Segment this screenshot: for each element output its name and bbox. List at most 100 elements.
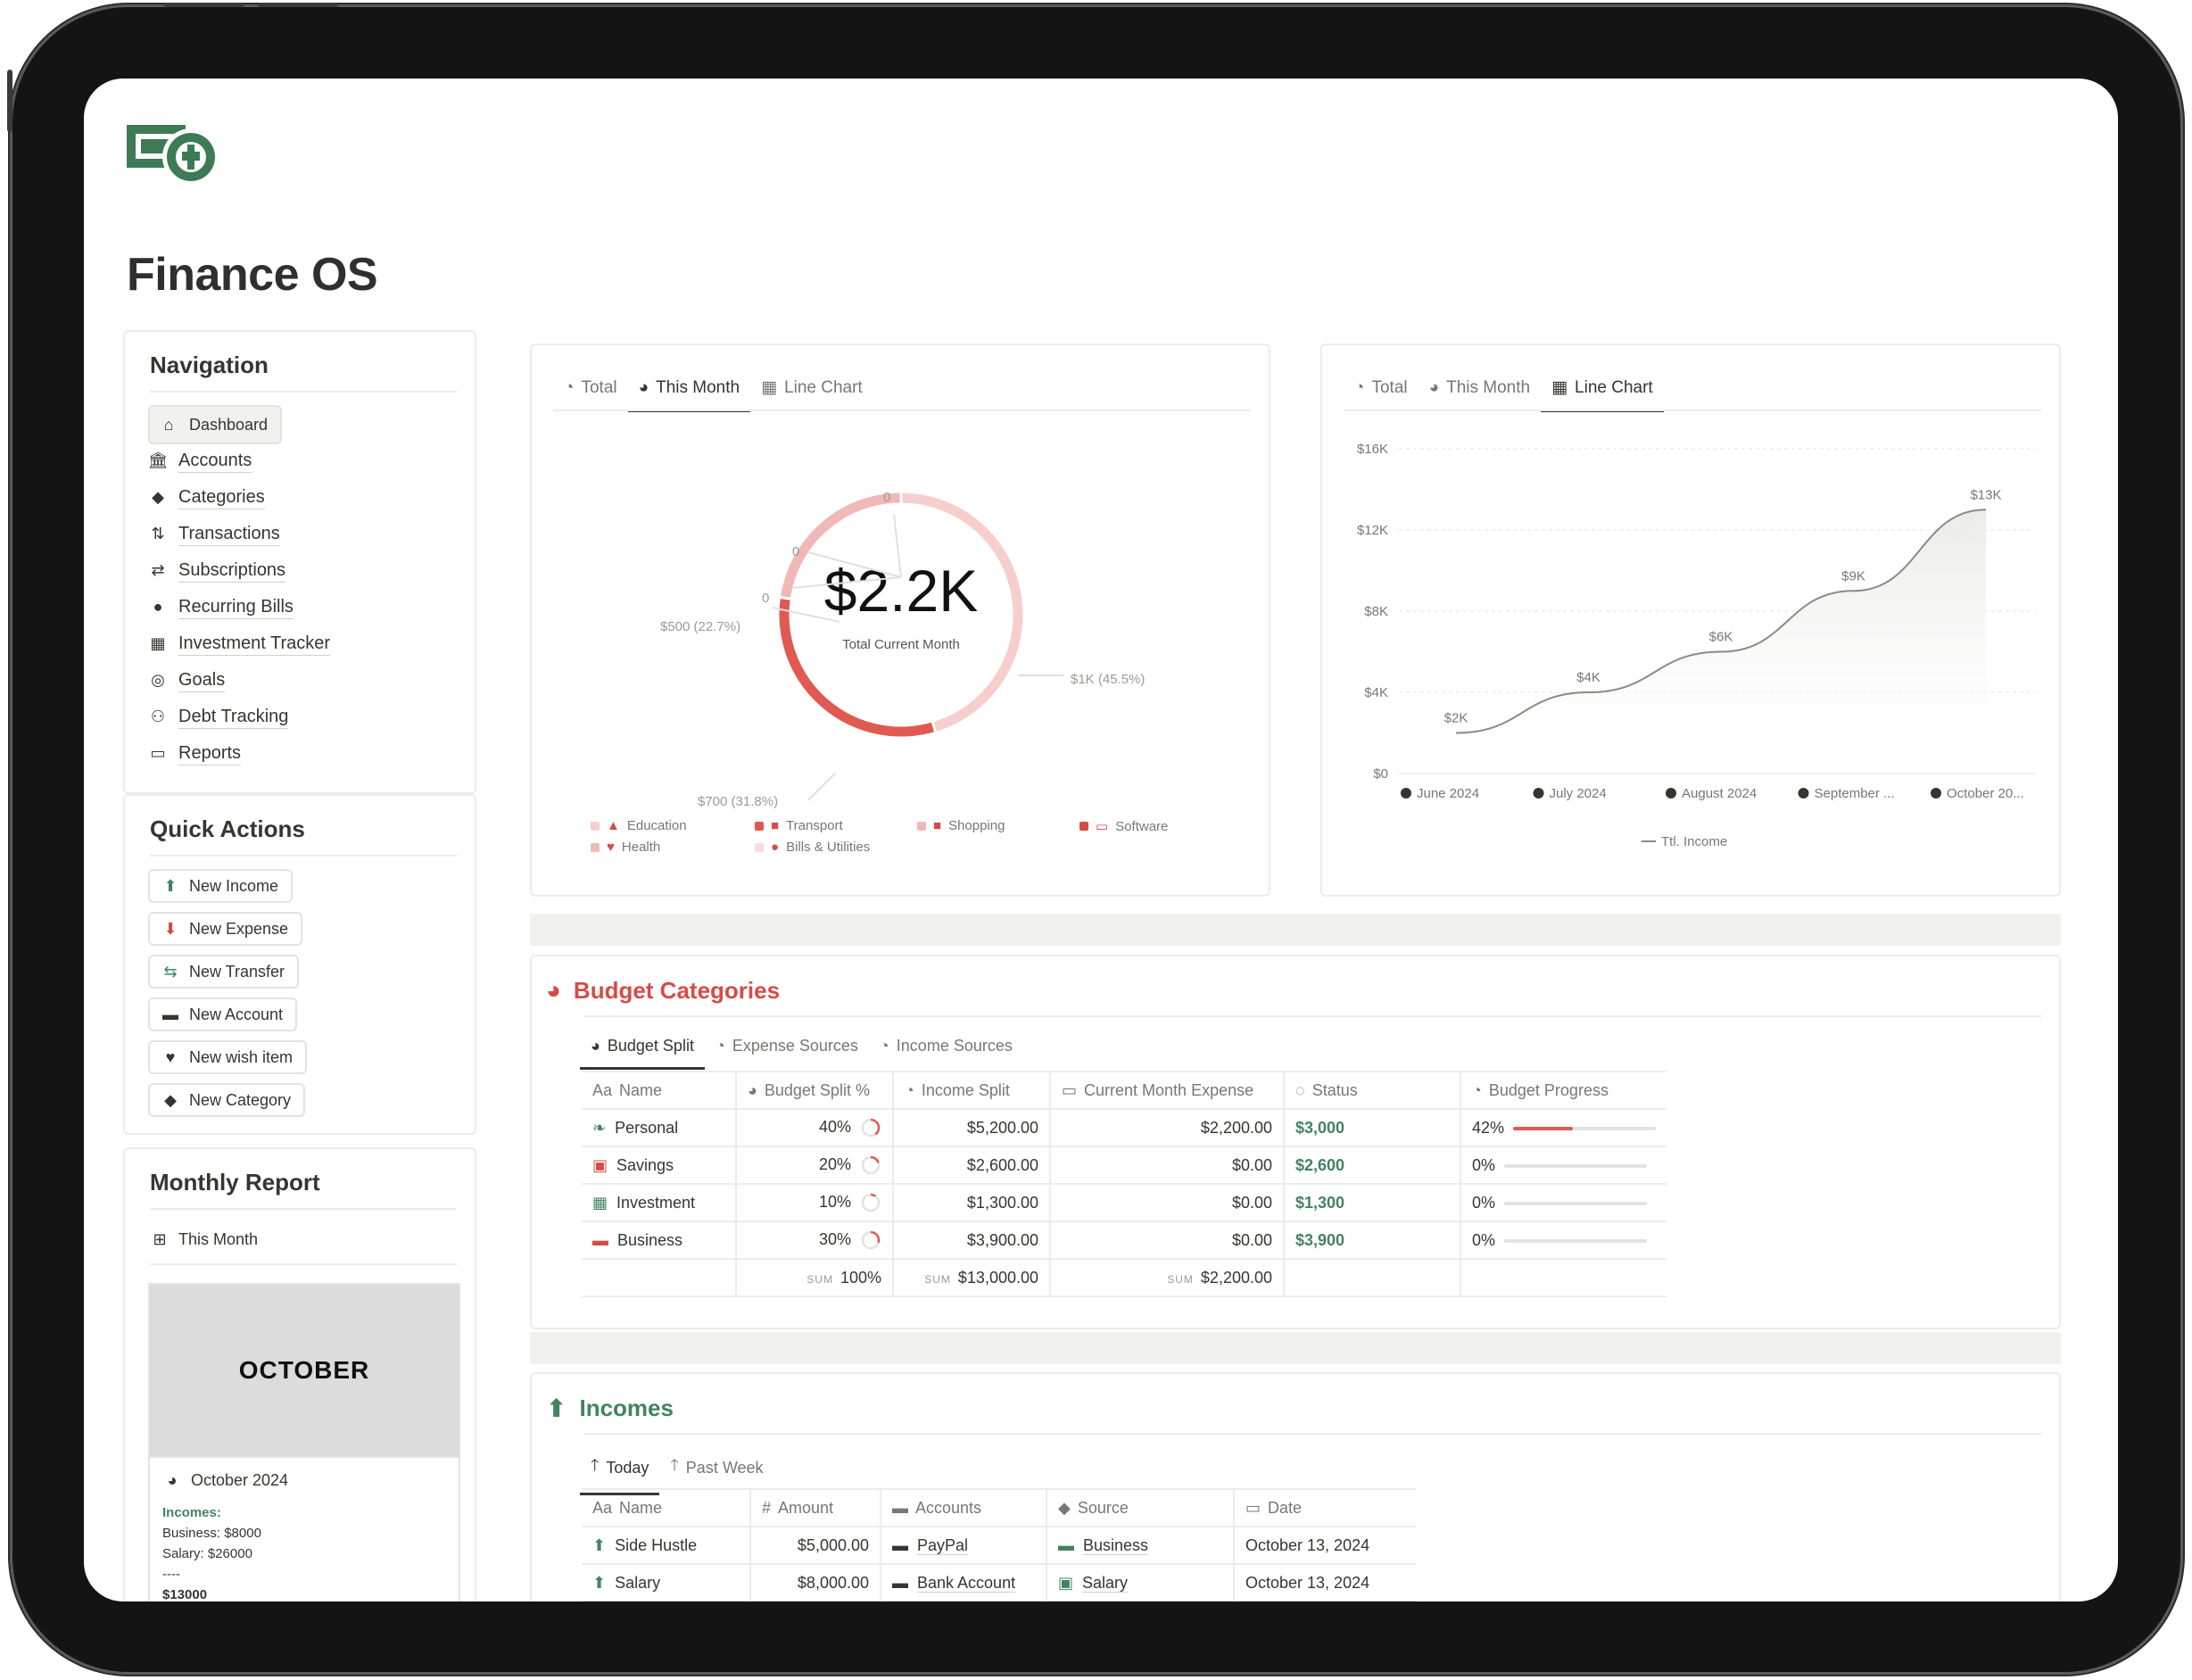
account-link[interactable]: PayPal	[917, 1535, 969, 1555]
status-cell[interactable]: $1,300	[1284, 1184, 1461, 1222]
status-cell[interactable]: $3,900	[1284, 1221, 1461, 1260]
tab-past-week[interactable]: 🡑 Past Week	[659, 1454, 773, 1494]
name-cell[interactable]: ▣ Savings	[582, 1146, 737, 1185]
line-chart[interactable]: $0 $4K $8K $12K $16K $2K June 2024 $4K July 2024…	[1322, 417, 2059, 881]
split-cell[interactable]: 30%	[736, 1221, 894, 1260]
table-row[interactable]: ⬆ Side Hustle $5,000.00 ▬ PayPal ▬ Business…	[582, 1527, 1417, 1565]
new-category-button[interactable]: ◆ New Category	[148, 1083, 306, 1117]
new-expense-button[interactable]: ⬇ New Expense	[148, 912, 303, 946]
new-income-button[interactable]: ⬆ New Income	[148, 869, 294, 903]
status-cell[interactable]: $3,000	[1284, 1109, 1461, 1147]
split-cell[interactable]: 10%	[736, 1184, 894, 1222]
donut-chart[interactable]: $2.2K Total Current Month 0 0 0 $500 (22…	[532, 417, 1269, 809]
amount-cell[interactable]: $8,000.00	[750, 1564, 881, 1601]
target-icon: ◎	[151, 670, 165, 689]
report-line: Incomes:	[162, 1505, 221, 1520]
progress-value: 42%	[1472, 1118, 1505, 1137]
sidebar-item-label: Dashboard	[189, 416, 269, 434]
sidebar-item-accounts[interactable]: 🏛 Accounts	[148, 443, 252, 478]
sidebar-item-dashboard[interactable]: ⌂ Dashboard	[148, 405, 283, 444]
expense-cell[interactable]: $0.00	[1050, 1184, 1285, 1222]
data-label: $2K	[1444, 711, 1468, 726]
expense-cell[interactable]: $2,200.00	[1050, 1109, 1285, 1147]
progress-cell[interactable]: 0%	[1460, 1146, 1667, 1185]
sidebar-item-subscriptions[interactable]: ⇄ Subscriptions	[148, 552, 286, 588]
table-row[interactable]: ▬ Business 30% $3,900.00 $0.00 $3,900 0%	[582, 1221, 1667, 1260]
sidebar-item-categories[interactable]: ◆ Categories	[148, 479, 265, 515]
tab-budget-split[interactable]: ◕ Budget Split	[580, 1037, 705, 1070]
donut-slice[interactable]	[777, 490, 903, 601]
series-line[interactable]	[1455, 509, 1987, 734]
new-account-button[interactable]: ▬ New Account	[148, 997, 298, 1031]
report-cover[interactable]: OCTOBER	[148, 1283, 460, 1458]
account-cell[interactable]: ▬ PayPal	[881, 1527, 1047, 1565]
column-header-progress[interactable]: ◔ Budget Progress	[1460, 1071, 1667, 1110]
gallery-view-tab[interactable]: ⊞ This Month	[150, 1229, 258, 1249]
tab-total[interactable]: ◔ Total	[553, 377, 628, 410]
gallery-icon: ⊞	[153, 1229, 167, 1248]
source-cell[interactable]: ▬ Business	[1046, 1527, 1235, 1565]
tab-income-sources[interactable]: ◔ Income Sources	[869, 1037, 1023, 1068]
date-cell[interactable]: October 13, 2024	[1234, 1564, 1417, 1601]
table-row[interactable]: ❧ Personal 40% $5,200.00 $2,200.00 $3,000…	[582, 1109, 1667, 1147]
column-header-income-split[interactable]: ◔ Income Split	[893, 1071, 1051, 1110]
tab-divider	[553, 410, 1251, 411]
split-cell[interactable]: 40%	[736, 1109, 894, 1147]
source-link[interactable]: Business	[1083, 1535, 1149, 1555]
legend-item: ♥ Health	[591, 840, 660, 855]
expense-cell[interactable]: $0.00	[1050, 1146, 1285, 1185]
status-cell[interactable]: $2,600	[1284, 1146, 1461, 1185]
account-link[interactable]: Bank Account	[917, 1573, 1016, 1593]
progress-cell[interactable]: 42%	[1460, 1109, 1667, 1147]
column-header-expense[interactable]: ▭ Current Month Expense	[1050, 1071, 1285, 1110]
sidebar-item-recurring-bills[interactable]: ● Recurring Bills	[148, 589, 294, 625]
monthly-report-card: Monthly Report ⊞ This Month OCTOBER ◕ Oc…	[123, 1147, 476, 1601]
table-row[interactable]: ⬆ Salary $8,000.00 ▬ Bank Account ▣ Salary …	[582, 1564, 1417, 1601]
sidebar-item-goals[interactable]: ◎ Goals	[148, 662, 226, 698]
name-cell[interactable]: ❧ Personal	[582, 1109, 737, 1147]
column-header-amount[interactable]: # Amount	[750, 1488, 881, 1527]
date-cell[interactable]: October 13, 2024	[1234, 1527, 1417, 1565]
split-cell[interactable]: 20%	[736, 1146, 894, 1185]
name-cell[interactable]: ⬆ Side Hustle	[582, 1527, 751, 1565]
tab-total[interactable]: ◔ Total	[1344, 377, 1419, 410]
new-transfer-button[interactable]: ⇆ New Transfer	[148, 955, 300, 989]
column-header-name[interactable]: Aa Name	[582, 1488, 751, 1527]
column-label: Budget Split %	[764, 1080, 870, 1099]
navigation-heading: Navigation	[150, 352, 269, 378]
progress-cell[interactable]: 0%	[1460, 1221, 1667, 1260]
income-cell[interactable]: $1,300.00	[893, 1184, 1051, 1222]
sum-label: SUM	[924, 1272, 951, 1286]
expense-cell[interactable]: $0.00	[1050, 1221, 1285, 1260]
table-row[interactable]: ▦ Investment 10% $1,300.00 $0.00 $1,300 0…	[582, 1184, 1667, 1222]
source-link[interactable]: Salary	[1082, 1573, 1129, 1593]
column-header-split[interactable]: ◕ Budget Split %	[736, 1071, 894, 1110]
report-card-body[interactable]: ◕ October 2024 Incomes: Business: $8000 …	[148, 1456, 460, 1601]
sidebar-item-investment-tracker[interactable]: ▦ Investment Tracker	[148, 625, 331, 661]
table-row[interactable]: ▣ Savings 20% $2,600.00 $0.00 $2,600 0%	[582, 1146, 1667, 1185]
tab-line-chart[interactable]: ▦ Line Chart	[1541, 377, 1664, 412]
income-cell[interactable]: $3,900.00	[893, 1221, 1051, 1260]
progress-cell[interactable]: 0%	[1460, 1184, 1667, 1222]
tab-line-chart[interactable]: ▦ Line Chart	[750, 377, 873, 410]
account-cell[interactable]: ▬ Bank Account	[881, 1564, 1047, 1601]
sidebar-item-transactions[interactable]: ⇅ Transactions	[148, 516, 280, 551]
column-header-accounts[interactable]: ▬ Accounts	[881, 1488, 1047, 1527]
sidebar-item-reports[interactable]: ▭ Reports	[148, 735, 242, 771]
income-cell[interactable]: $5,200.00	[893, 1109, 1051, 1147]
name-cell[interactable]: ⬆ Salary	[582, 1564, 751, 1601]
column-header-date[interactable]: ▭ Date	[1234, 1488, 1417, 1527]
new-wish-item-button[interactable]: ♥ New wish item	[148, 1040, 308, 1074]
tab-this-month[interactable]: ◕ This Month	[627, 377, 751, 412]
column-header-name[interactable]: Aa Name	[582, 1071, 737, 1110]
name-cell[interactable]: ▬ Business	[582, 1221, 737, 1260]
source-cell[interactable]: ▣ Salary	[1046, 1564, 1235, 1601]
sidebar-item-debt-tracking[interactable]: ⚇ Debt Tracking	[148, 699, 289, 734]
tab-this-month[interactable]: ◕ This Month	[1419, 377, 1541, 410]
column-header-source[interactable]: ◆ Source	[1046, 1488, 1235, 1527]
income-cell[interactable]: $2,600.00	[893, 1146, 1051, 1185]
column-header-status[interactable]: ◌ Status	[1284, 1071, 1461, 1110]
name-cell[interactable]: ▦ Investment	[582, 1184, 737, 1222]
tab-expense-sources[interactable]: ◔ Expense Sources	[705, 1037, 869, 1068]
amount-cell[interactable]: $5,000.00	[750, 1527, 881, 1565]
